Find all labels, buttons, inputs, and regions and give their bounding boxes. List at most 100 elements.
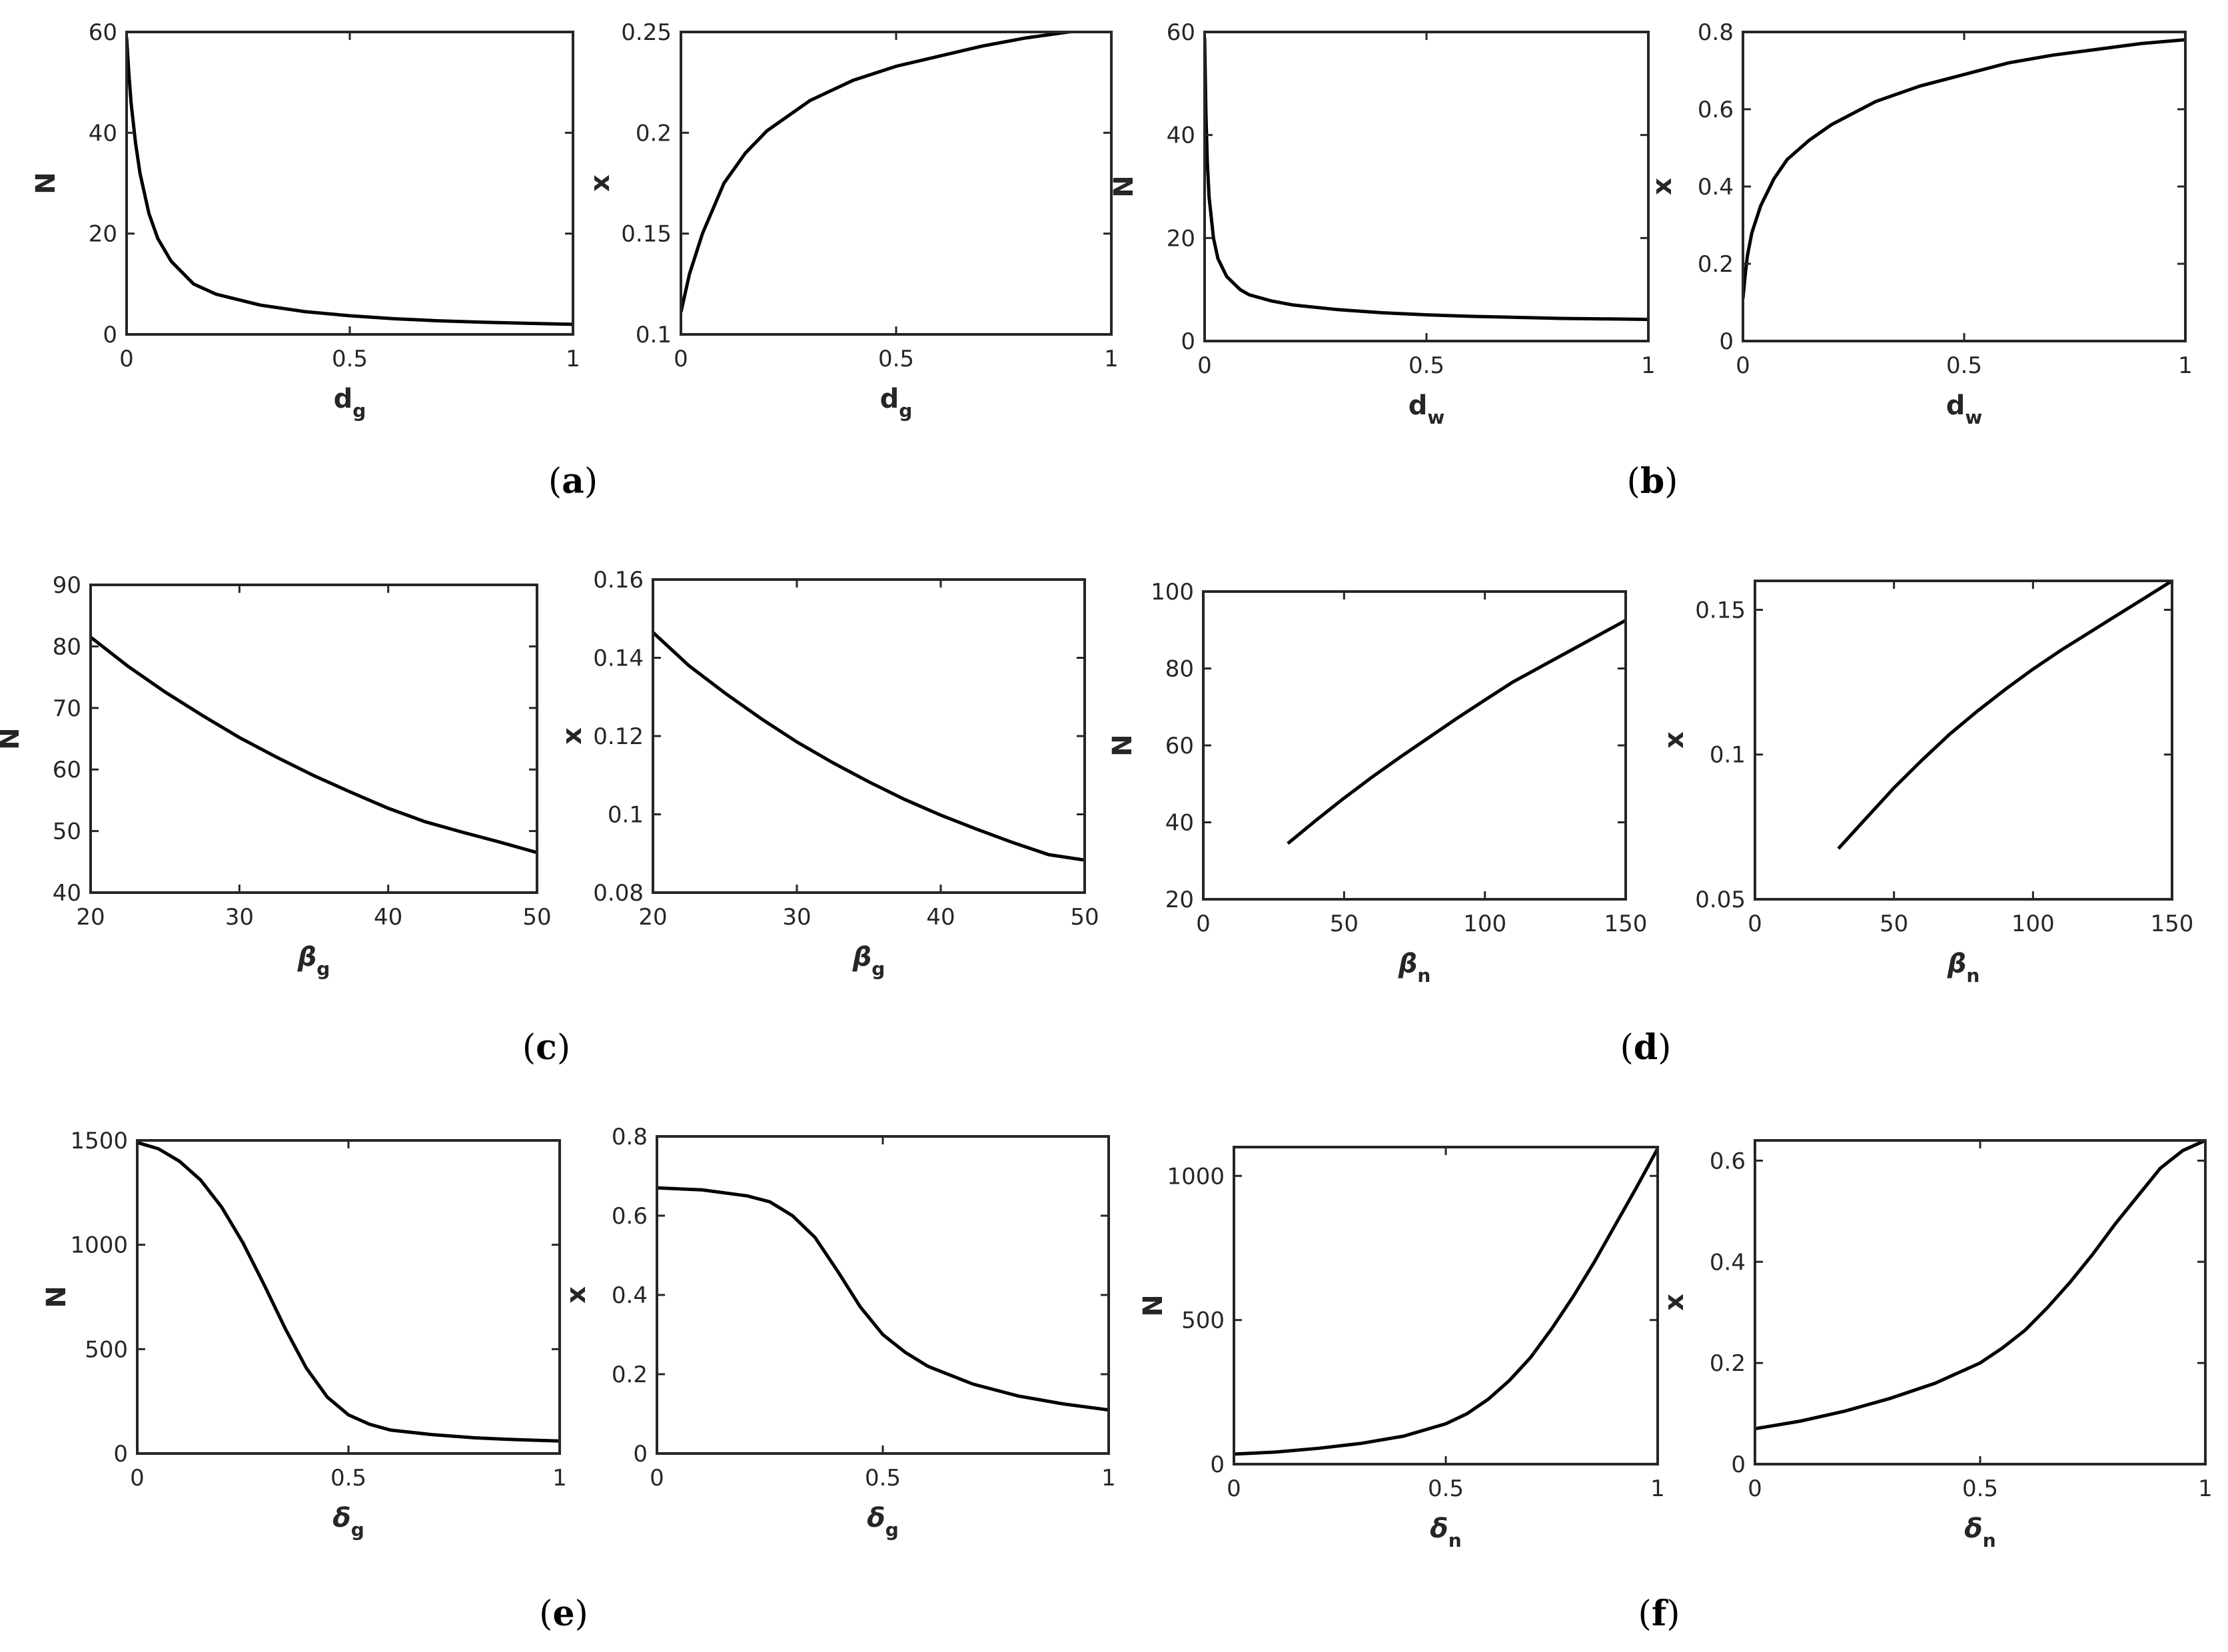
y-axis-label: N <box>31 172 61 194</box>
x-tick-label: 0.5 <box>1428 1475 1464 1502</box>
x-tick-label: 100 <box>1463 911 1506 937</box>
y-tick-label: 0 <box>633 1441 648 1467</box>
y-tick-label: 40 <box>1167 123 1195 149</box>
y-tick-label: 20 <box>89 221 117 248</box>
y-tick-label: 0 <box>103 322 117 348</box>
y-tick-label: 0.25 <box>621 19 672 46</box>
x-axis-label: δg <box>332 1503 364 1541</box>
axes-frame <box>125 31 574 336</box>
y-tick-label: 60 <box>1165 733 1194 759</box>
x-tick-label: 100 <box>2011 911 2055 937</box>
x-tick-label: 0.5 <box>865 1465 901 1491</box>
x-tick-label: 50 <box>1880 911 1908 937</box>
x-tick-label: 20 <box>76 904 105 931</box>
y-tick-label: 80 <box>53 633 81 660</box>
y-tick-label: 1000 <box>1167 1163 1225 1190</box>
axes-frame <box>1754 580 2173 901</box>
x-tick-label: 1 <box>1650 1475 1665 1502</box>
y-tick-label: 90 <box>53 572 81 599</box>
y-tick-label: 70 <box>53 695 81 722</box>
axes-frame <box>656 1135 1110 1455</box>
x-tick-label: 20 <box>638 904 667 931</box>
x-axis-label: δn <box>1964 1513 1995 1551</box>
y-tick-label: 0.16 <box>593 567 644 594</box>
y-tick-label: 0.14 <box>593 645 644 672</box>
x-axis-label: βn <box>1947 949 1980 987</box>
subplot-f-left: 0 0.5 1 0 500 1000 δn N <box>1138 1146 1665 1551</box>
x-tick-label: 30 <box>782 904 811 931</box>
y-tick-label: 0.2 <box>1710 1350 1746 1377</box>
subplot-b-right: 0 0.5 1 0 0.2 0.4 0.6 0.8 dw x <box>1647 19 2193 428</box>
subplot-c-right: 20 30 40 50 0.08 0.1 0.12 0.14 0.16 βg x <box>557 567 1099 980</box>
subplot-d-left: 0 50 100 150 20 40 60 80 100 βn N <box>1107 579 1647 987</box>
y-tick-label: 0.4 <box>612 1282 648 1309</box>
x-tick-label: 0.5 <box>1962 1475 1998 1502</box>
y-tick-label: 0.15 <box>621 221 672 248</box>
x-tick-label: 0.5 <box>330 1465 366 1491</box>
x-tick-label: 1 <box>2198 1475 2213 1502</box>
y-axis-label: x <box>1647 178 1678 195</box>
series-line <box>127 37 573 326</box>
x-axis-label: dg <box>334 384 366 422</box>
x-tick-label: 0 <box>674 346 688 372</box>
y-tick-label: 0.05 <box>1695 887 1746 913</box>
y-tick-label: 0.1 <box>608 802 644 829</box>
x-tick-label: 40 <box>374 904 402 931</box>
y-tick-label: 0.08 <box>593 880 644 907</box>
y-tick-label: 0.6 <box>1710 1148 1746 1174</box>
y-tick-label: 0.4 <box>1710 1249 1746 1276</box>
x-tick-label: 0 <box>1197 352 1212 379</box>
y-tick-label: 0.2 <box>636 120 672 147</box>
series-line <box>657 1186 1109 1412</box>
subplot-c-left: 20 30 40 50 40 50 60 70 80 90 βg N <box>0 572 552 980</box>
axes-frame <box>136 1139 561 1455</box>
subplot-e-right: 0 0.5 1 0 0.2 0.4 0.6 0.8 δg x <box>561 1124 1116 1541</box>
x-axis-label: dw <box>1946 390 1983 428</box>
series-line <box>1287 619 1626 845</box>
x-tick-label: 50 <box>1330 911 1359 937</box>
y-tick-label: 0.8 <box>1698 19 1734 46</box>
y-tick-label: 0 <box>1210 1451 1225 1478</box>
y-tick-label: 0.2 <box>612 1362 648 1388</box>
y-tick-label: 40 <box>89 120 117 147</box>
y-axis-label: N <box>41 1286 72 1308</box>
y-tick-label: 60 <box>1167 19 1195 46</box>
x-tick-label: 1 <box>1101 1465 1116 1491</box>
y-axis-label: x <box>561 1286 592 1304</box>
x-tick-label: 0.5 <box>878 346 914 372</box>
x-axis-label: βg <box>852 942 885 980</box>
x-tick-label: 0 <box>1227 1475 1241 1502</box>
y-tick-label: 0 <box>113 1441 128 1467</box>
series-line <box>1743 38 2185 299</box>
y-tick-label: 1500 <box>70 1128 128 1154</box>
x-tick-label: 0 <box>130 1465 145 1491</box>
y-tick-label: 60 <box>53 757 81 783</box>
axes-frame <box>89 584 538 894</box>
y-tick-label: 0.6 <box>612 1203 648 1230</box>
series-line <box>1755 1140 2205 1431</box>
axes-frame <box>1233 1146 1659 1465</box>
y-axis-label: x <box>1659 1294 1690 1311</box>
y-tick-label: 0 <box>1181 328 1195 355</box>
subplot-b-left: 0 0.5 1 0 20 40 60 dw N <box>1109 19 1656 428</box>
y-tick-label: 0.1 <box>1710 742 1746 769</box>
y-tick-label: 40 <box>1165 810 1194 837</box>
y-tick-label: 0.6 <box>1698 97 1734 123</box>
axes-frame <box>1203 31 1650 342</box>
y-tick-label: 20 <box>1167 225 1195 252</box>
x-tick-label: 0 <box>1748 911 1762 937</box>
x-tick-label: 50 <box>1070 904 1099 931</box>
y-tick-label: 50 <box>53 819 81 845</box>
x-tick-label: 0.5 <box>332 346 368 372</box>
y-axis-label: x <box>1659 731 1690 749</box>
y-tick-label: 0.15 <box>1695 597 1746 623</box>
x-axis-label: βg <box>297 942 330 980</box>
y-tick-label: 0.12 <box>593 723 644 750</box>
panel-label-a: (a) <box>548 461 598 502</box>
series-line <box>653 631 1085 862</box>
y-tick-label: 80 <box>1165 656 1194 683</box>
x-tick-label: 30 <box>225 904 254 931</box>
y-tick-label: 0 <box>1719 328 1734 355</box>
panel-label-f: (f) <box>1638 1593 1680 1634</box>
